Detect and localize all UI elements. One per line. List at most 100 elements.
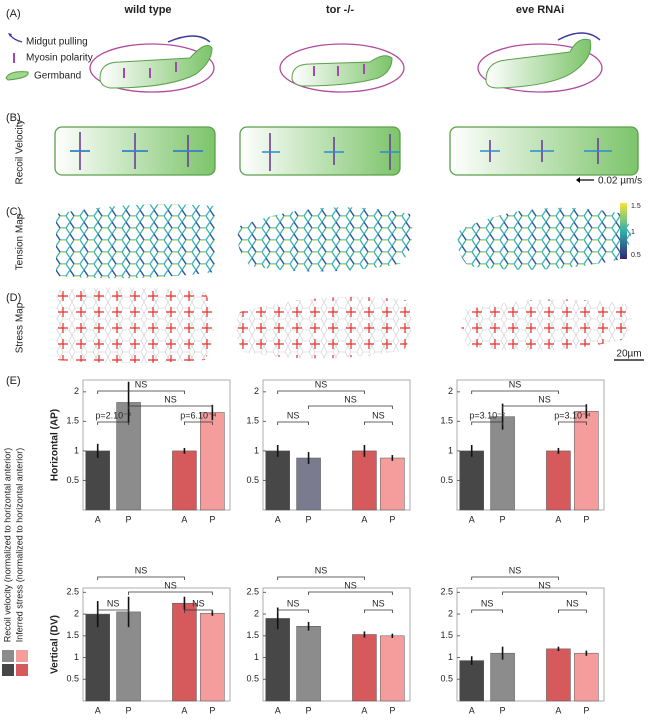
y-tick-label: 0.5 [66,674,79,684]
significance-label: p=3.10⁻⁴ [554,410,591,420]
bar [546,450,571,511]
bar [265,618,290,702]
bar [296,625,321,702]
y-tick-label: 1.5 [246,630,259,640]
significance-bracket [471,576,559,580]
panel-label: (D) [6,292,21,304]
y-tick-label: 2.5 [66,587,79,597]
y-tick-label: 1.5 [66,416,79,426]
x-tick-label: A [555,705,561,715]
x-tick-label: P [583,705,589,715]
significance-label: NS [481,598,494,608]
plot-frame [262,379,411,511]
y-tick-label: 0.5 [246,475,259,485]
significance-label: NS [192,598,205,608]
column-title: wild type [123,4,171,16]
significance-bracket [471,421,503,425]
legend-label: Germband [34,71,81,82]
bar [85,450,110,511]
significance-bracket [277,576,365,580]
embryo-diagram [89,32,603,93]
significance-bracket [97,390,185,394]
y-tick-label: 2 [254,386,259,396]
plot-frame [262,587,411,702]
significance-bracket [558,609,587,613]
y-axis-label: Horizontal (AP) [50,409,61,481]
x-tick-label: A [361,514,367,524]
colorbar-label: 1 [631,229,635,236]
plot-frame [82,587,231,702]
x-tick-label: A [275,705,281,715]
x-tick-label: A [555,514,561,524]
legend-label: Midgut pulling [26,37,88,48]
side-label: Recoil velocity (normalized to horizonta… [2,448,12,643]
significance-bracket [502,591,587,595]
significance-bracket [308,591,393,595]
row-label: Stress Map [15,302,26,353]
significance-label: NS [135,379,148,389]
y-tick-label: 1 [74,445,79,455]
bar [200,612,225,702]
bar [490,652,515,702]
significance-bracket [277,390,365,394]
significance-bracket [471,609,503,613]
x-tick-label: A [469,705,475,715]
significance-label: NS [164,394,177,404]
significance-label: NS [538,394,551,404]
colorbar-label: 0.5 [631,252,641,259]
significance-label: p=3.10⁻² [469,410,505,420]
y-tick-label: 1 [448,652,453,662]
significance-label: NS [538,580,551,590]
significance-label: NS [287,598,300,608]
x-tick-label: A [361,705,367,715]
bar [352,634,377,702]
significance-bracket [502,405,587,409]
y-tick-label: 1.5 [440,630,453,640]
x-tick-label: P [583,514,589,524]
y-tick-label: 2 [74,386,79,396]
significance-bracket [97,609,129,613]
significance-bracket [128,591,213,595]
significance-label: NS [344,394,357,404]
y-axis-label: Vertical (DV) [50,615,61,674]
row-label: Tension Map [15,213,26,270]
y-tick-label: 2.5 [246,587,259,597]
y-tick-label: 0.5 [246,674,259,684]
x-tick-label: A [95,514,101,524]
x-tick-label: P [389,514,395,524]
bar [574,652,599,702]
panel-label: (B) [6,112,21,124]
x-tick-label: P [500,514,506,524]
stress-map [56,287,644,363]
y-tick-label: 1 [448,445,453,455]
significance-label: NS [107,598,120,608]
row-label: Recoil Velocity [15,119,26,184]
y-tick-label: 1.5 [66,630,79,640]
bar [490,416,515,511]
bar [172,450,197,511]
significance-bracket [471,390,559,394]
significance-bracket [308,405,393,409]
significance-bracket [128,405,213,409]
significance-label: NS [566,598,579,608]
significance-bracket [558,421,587,425]
x-tick-label: A [181,705,187,715]
significance-label: NS [135,565,148,575]
scale-label: 0.02 µm/s [598,176,642,187]
significance-label: NS [372,598,385,608]
significance-bracket [97,576,185,580]
x-tick-label: P [306,705,312,715]
x-tick-label: P [126,514,132,524]
significance-bracket [364,609,393,613]
legend-icon [9,34,23,43]
bar [85,613,110,702]
side-legend [2,650,28,676]
bar [296,457,321,511]
column-title: tor -/- [326,4,354,16]
x-tick-label: P [389,705,395,715]
significance-label: NS [344,580,357,590]
column-title: eve RNAi [516,4,564,16]
y-tick-label: 2 [448,608,453,618]
plot-frame [456,379,605,511]
significance-bracket [184,421,213,425]
